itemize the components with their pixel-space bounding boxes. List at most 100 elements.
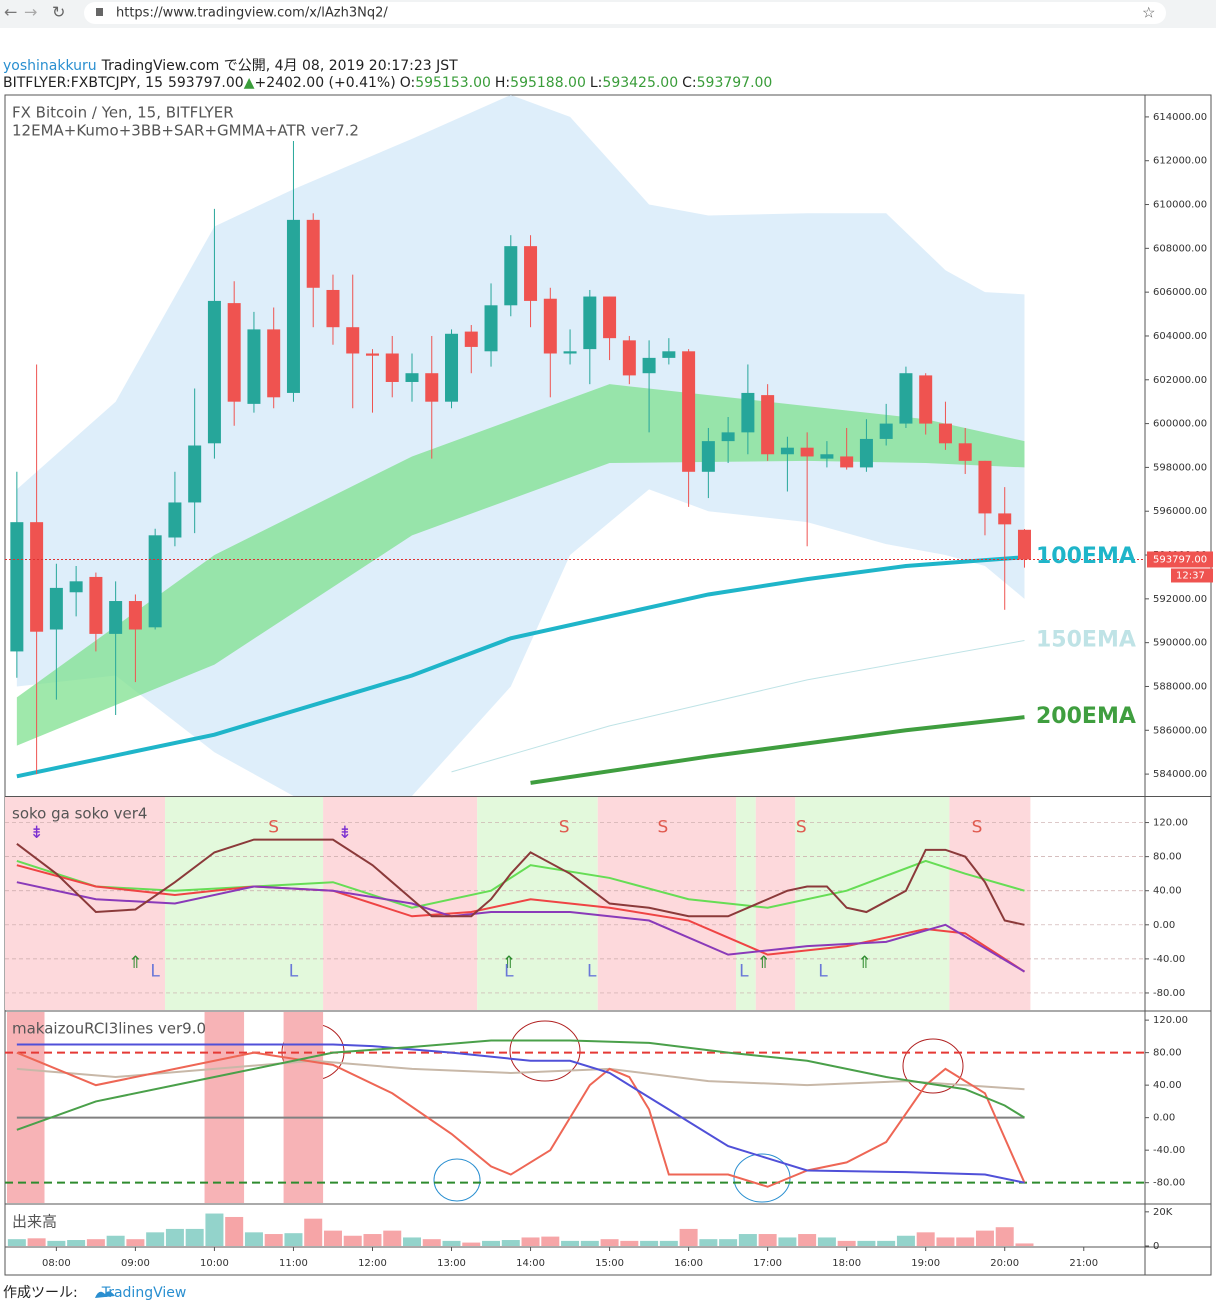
y-tick-label: 586000.00 bbox=[1153, 725, 1207, 736]
volume-bar bbox=[165, 1228, 184, 1246]
zone bbox=[204, 1012, 245, 1203]
signal-label: S bbox=[796, 818, 807, 838]
y-tick-label: 588000.00 bbox=[1153, 681, 1207, 692]
volume-bar bbox=[106, 1235, 125, 1246]
candle-body bbox=[761, 395, 775, 455]
y-tick-label: 602000.00 bbox=[1153, 375, 1207, 386]
candle-body bbox=[998, 513, 1012, 525]
signal-label: ⇟ bbox=[29, 823, 43, 843]
x-tick-label: 14:00 bbox=[516, 1258, 545, 1269]
volume-bar bbox=[679, 1228, 698, 1246]
candle-body bbox=[820, 454, 834, 459]
volume-bar bbox=[837, 1240, 856, 1246]
y-tick-label: 592000.00 bbox=[1153, 594, 1207, 605]
address-bar[interactable] bbox=[84, 2, 1166, 24]
series-label: 200EMA bbox=[1036, 704, 1136, 729]
candle-body bbox=[49, 587, 63, 630]
candle-body bbox=[30, 522, 44, 632]
y-tick-label: 40.00 bbox=[1153, 886, 1182, 897]
y-tick-label: 120.00 bbox=[1153, 1015, 1188, 1026]
y-tick-label: 604000.00 bbox=[1153, 331, 1207, 342]
signal-label: ⇑ bbox=[857, 953, 871, 973]
candle-body bbox=[267, 329, 281, 398]
zone bbox=[165, 797, 324, 1010]
zone bbox=[795, 797, 950, 1010]
candle-body bbox=[958, 443, 972, 461]
volume-bar bbox=[383, 1230, 402, 1246]
y-tick-label: 612000.00 bbox=[1153, 156, 1207, 167]
series-line bbox=[16, 864, 1026, 973]
candle-body bbox=[721, 432, 735, 442]
volume-bar bbox=[521, 1237, 540, 1246]
y-tick-label: -80.00 bbox=[1153, 988, 1185, 999]
x-tick-label: 08:00 bbox=[42, 1258, 71, 1269]
candle-body bbox=[859, 438, 873, 468]
volume-bar bbox=[7, 1239, 26, 1246]
volume-bar bbox=[482, 1240, 501, 1246]
volume-bar bbox=[284, 1233, 303, 1246]
candle-body bbox=[365, 353, 379, 356]
volume-bar bbox=[264, 1234, 283, 1246]
candle-body bbox=[109, 601, 123, 634]
candle-body bbox=[148, 535, 162, 628]
y-tick-label: 590000.00 bbox=[1153, 638, 1207, 649]
candle-body bbox=[978, 460, 992, 514]
chart-frame bbox=[4, 94, 1212, 1276]
series-line bbox=[16, 1059, 1025, 1091]
countdown: 12:37 bbox=[1176, 570, 1205, 581]
zone bbox=[283, 1012, 324, 1203]
candle-body bbox=[524, 246, 538, 301]
brand[interactable]: TradingView bbox=[101, 1285, 187, 1301]
candle-body bbox=[286, 219, 300, 393]
volume-bar bbox=[86, 1239, 105, 1246]
signal-label: L bbox=[739, 962, 749, 982]
volume-bar bbox=[778, 1237, 797, 1246]
y-tick-label: 600000.00 bbox=[1153, 419, 1207, 430]
author[interactable]: yoshinakkuru bbox=[3, 58, 97, 74]
volume-bar bbox=[541, 1236, 560, 1246]
x-tick-label: 10:00 bbox=[200, 1258, 229, 1269]
pane-title: FX Bitcoin / Yen, 15, BITFLYER bbox=[12, 104, 234, 122]
candle-body bbox=[385, 353, 399, 382]
volume-bar bbox=[363, 1234, 382, 1246]
forward-button[interactable]: → bbox=[24, 3, 37, 22]
reload-button[interactable]: ↻ bbox=[52, 3, 65, 22]
y-tick-label: 40.00 bbox=[1153, 1080, 1182, 1091]
up-arrow: ▲ bbox=[244, 75, 255, 91]
signal-label: S bbox=[658, 818, 669, 838]
symbol: BITFLYER:FXBTCJPY, 15 bbox=[3, 75, 163, 91]
volume-bar bbox=[857, 1240, 876, 1246]
series-label: 100EMA bbox=[1036, 544, 1136, 569]
candle-body bbox=[425, 373, 439, 402]
pane-title: makaizouRCI3lines ver9.0 bbox=[12, 1020, 206, 1038]
x-tick-label: 19:00 bbox=[911, 1258, 940, 1269]
zone bbox=[736, 797, 756, 1010]
volume-bar bbox=[719, 1239, 738, 1246]
volume-bar bbox=[640, 1240, 659, 1246]
series-line bbox=[16, 1039, 1026, 1131]
candle-body bbox=[445, 333, 459, 402]
candle-body bbox=[464, 331, 478, 347]
candle-body bbox=[919, 375, 933, 424]
candle-body bbox=[642, 357, 656, 374]
volume-bar bbox=[817, 1237, 836, 1246]
y-tick-label: -40.00 bbox=[1153, 954, 1185, 965]
ohlc-value: 595188.00 bbox=[510, 75, 586, 91]
candle-body bbox=[69, 581, 83, 593]
volume-bar bbox=[896, 1235, 915, 1246]
volume-bar bbox=[27, 1238, 46, 1246]
series-line bbox=[530, 715, 1025, 785]
bookmark-star[interactable]: ☆ bbox=[1142, 4, 1155, 22]
pane bbox=[7, 1213, 1034, 1246]
y-tick-label: 0.00 bbox=[1153, 1113, 1175, 1124]
pane bbox=[5, 95, 1145, 796]
back-button[interactable]: ← bbox=[4, 3, 17, 22]
candle-body bbox=[10, 522, 24, 652]
volume-bar bbox=[146, 1232, 165, 1246]
candle-body bbox=[662, 351, 676, 358]
pane-subtitle: 12EMA+Kumo+3BB+SAR+GMMA+ATR ver7.2 bbox=[12, 122, 359, 140]
y-tick-label: 614000.00 bbox=[1153, 112, 1207, 123]
candle-body bbox=[1017, 529, 1031, 560]
volume-bar bbox=[798, 1234, 817, 1246]
candle-body bbox=[168, 502, 182, 538]
